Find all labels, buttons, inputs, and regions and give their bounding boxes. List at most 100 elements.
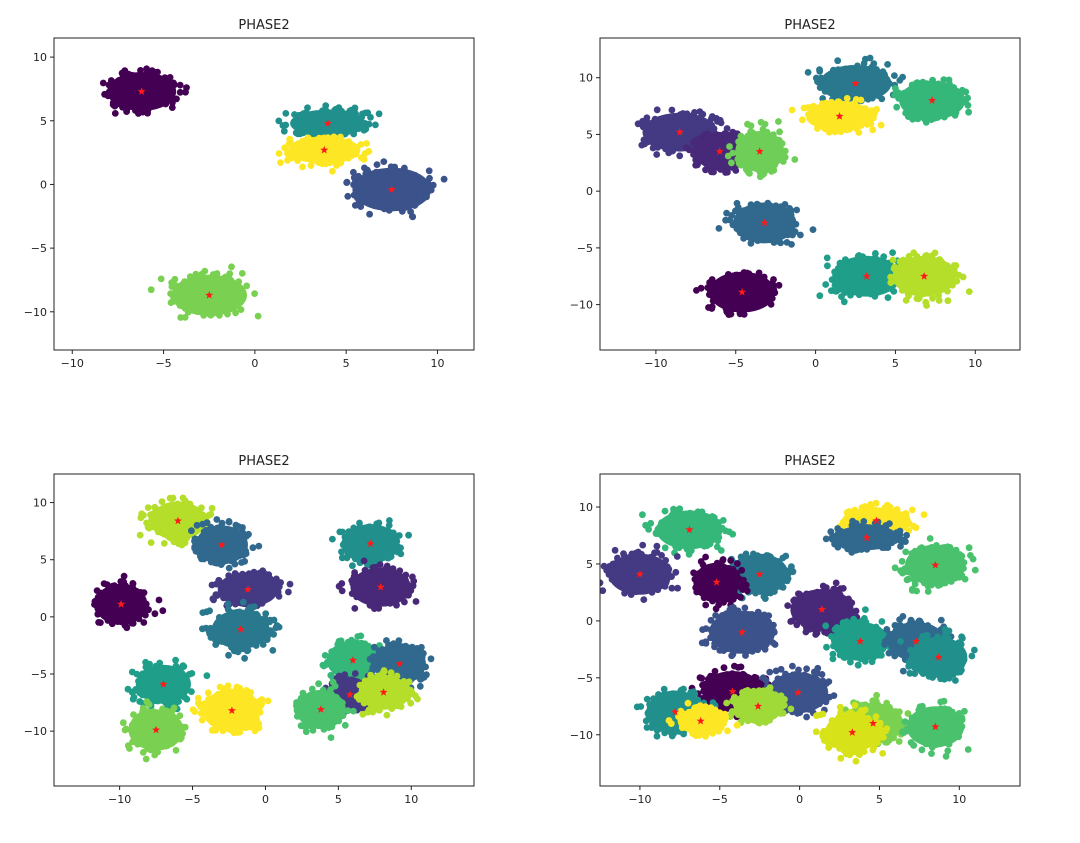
data-point (875, 523, 882, 530)
data-point (776, 128, 783, 135)
data-point (130, 580, 137, 587)
x-tick-label: −5 (728, 357, 744, 370)
data-point (110, 99, 117, 106)
data-point (243, 283, 250, 290)
data-point (336, 645, 343, 652)
data-point (171, 705, 178, 712)
data-point (322, 160, 329, 167)
data-point (130, 75, 137, 82)
data-point (640, 596, 647, 603)
data-point (380, 158, 387, 165)
data-point (822, 88, 829, 95)
data-point (921, 511, 928, 518)
data-point (714, 118, 721, 125)
data-point (107, 611, 114, 618)
data-point (330, 109, 337, 116)
data-point (702, 166, 709, 173)
data-point (837, 261, 844, 268)
data-point (816, 68, 823, 75)
data-point (901, 565, 908, 572)
data-point (328, 734, 335, 741)
data-point (657, 121, 664, 128)
data-point (914, 253, 921, 260)
data-point (645, 585, 652, 592)
data-point (777, 146, 784, 153)
data-point (269, 647, 276, 654)
data-point (638, 551, 645, 558)
data-point (354, 640, 361, 647)
data-point (388, 530, 395, 537)
data-point (110, 587, 117, 594)
cluster-5 (591, 542, 681, 603)
data-point (903, 297, 910, 304)
data-point (705, 533, 712, 540)
data-point (891, 92, 898, 99)
data-point (104, 581, 111, 588)
data-point (246, 704, 253, 711)
data-point (183, 696, 190, 703)
data-point (348, 107, 355, 114)
data-point (927, 535, 934, 542)
data-point (726, 143, 733, 150)
data-point (697, 509, 704, 516)
data-point (731, 585, 738, 592)
data-point (108, 77, 115, 84)
data-point (308, 162, 315, 169)
data-point (370, 564, 377, 571)
data-point (902, 538, 909, 545)
data-point (690, 151, 697, 158)
data-point (342, 644, 349, 651)
data-point (693, 137, 700, 144)
data-point (697, 119, 704, 126)
data-point (940, 280, 947, 287)
data-point (893, 104, 900, 111)
data-point (831, 71, 838, 78)
data-point (148, 286, 155, 293)
data-point (257, 698, 264, 705)
data-point (241, 655, 248, 662)
data-point (159, 607, 166, 614)
data-point (831, 85, 838, 92)
data-point (780, 158, 787, 165)
data-point (372, 196, 379, 203)
data-point (391, 164, 398, 171)
data-point (167, 290, 174, 297)
data-point (191, 708, 198, 715)
data-point (366, 211, 373, 218)
data-point (894, 536, 901, 543)
data-point (164, 528, 171, 535)
data-point (240, 530, 247, 537)
data-point (674, 513, 681, 520)
data-point (862, 109, 869, 116)
data-point (879, 508, 886, 515)
data-point (167, 495, 174, 502)
y-tick-label: 0 (40, 611, 47, 624)
data-point (361, 558, 368, 565)
x-tick-label: 5 (335, 793, 342, 806)
data-point (353, 551, 360, 558)
data-point (405, 532, 412, 539)
data-point (362, 592, 369, 599)
data-point (158, 276, 165, 283)
data-point (766, 234, 773, 241)
data-point (889, 249, 896, 256)
data-point (899, 287, 906, 294)
data-point (771, 144, 778, 151)
cluster-1 (100, 65, 190, 117)
data-point (194, 522, 201, 529)
data-point (115, 80, 122, 87)
data-point (400, 645, 407, 652)
data-point (666, 118, 673, 125)
data-point (873, 106, 880, 113)
data-point (222, 634, 229, 641)
y-tick-label: −5 (577, 242, 593, 255)
data-point (287, 581, 294, 588)
data-point (232, 570, 239, 577)
x-tick-label: 0 (262, 793, 269, 806)
data-point (645, 526, 652, 533)
data-point (777, 240, 784, 247)
data-point (309, 686, 316, 693)
data-point (660, 568, 667, 575)
data-point (768, 168, 775, 175)
